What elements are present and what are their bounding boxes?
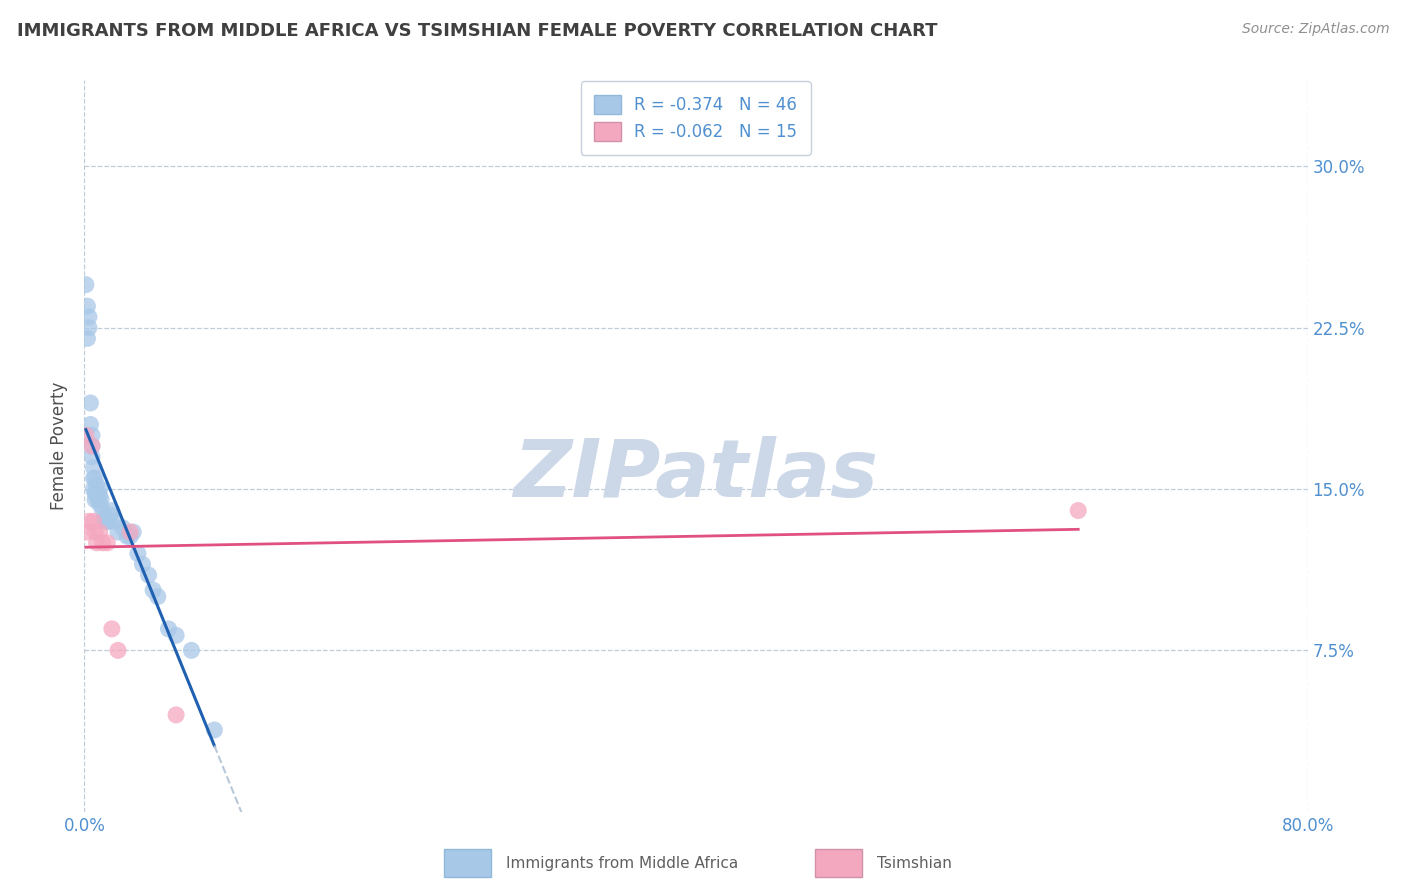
Point xyxy=(107,524,129,539)
Point xyxy=(76,299,98,313)
Point xyxy=(101,622,124,636)
Text: Source: ZipAtlas.com: Source: ZipAtlas.com xyxy=(1241,22,1389,37)
Point xyxy=(96,536,118,550)
Point xyxy=(76,524,98,539)
Point xyxy=(101,503,124,517)
Point xyxy=(142,583,165,598)
Point xyxy=(75,428,97,442)
Point xyxy=(87,486,110,500)
Point xyxy=(89,488,111,502)
Point xyxy=(127,547,149,561)
Point xyxy=(120,524,142,539)
Point xyxy=(91,503,114,517)
Point xyxy=(1067,503,1090,517)
Point xyxy=(90,492,112,507)
FancyBboxPatch shape xyxy=(815,849,862,877)
Y-axis label: Female Poverty: Female Poverty xyxy=(51,382,69,510)
Point xyxy=(80,439,103,453)
Point xyxy=(93,510,115,524)
Point xyxy=(79,396,101,410)
Text: Tsimshian: Tsimshian xyxy=(877,855,952,871)
Point xyxy=(83,471,105,485)
Point xyxy=(80,450,103,464)
Point xyxy=(115,529,138,543)
Point xyxy=(76,331,98,345)
Point xyxy=(97,514,120,528)
Point xyxy=(80,439,103,453)
Point xyxy=(80,428,103,442)
Point xyxy=(89,497,111,511)
Point xyxy=(202,723,225,737)
Point xyxy=(79,417,101,432)
Point xyxy=(89,524,111,539)
Text: ZIPatlas: ZIPatlas xyxy=(513,436,879,515)
Point xyxy=(77,514,100,528)
Point xyxy=(157,622,180,636)
Point xyxy=(83,482,105,496)
Text: IMMIGRANTS FROM MIDDLE AFRICA VS TSIMSHIAN FEMALE POVERTY CORRELATION CHART: IMMIGRANTS FROM MIDDLE AFRICA VS TSIMSHI… xyxy=(17,22,938,40)
Point xyxy=(84,486,107,500)
Point xyxy=(84,471,107,485)
Point xyxy=(83,514,105,528)
Legend: R = -0.374   N = 46, R = -0.062   N = 15: R = -0.374 N = 46, R = -0.062 N = 15 xyxy=(581,81,811,155)
Point xyxy=(75,277,97,292)
Point xyxy=(87,492,110,507)
Point xyxy=(98,508,121,522)
Point xyxy=(86,477,108,491)
Point xyxy=(83,460,105,475)
FancyBboxPatch shape xyxy=(444,849,491,877)
Point xyxy=(107,643,129,657)
Point xyxy=(84,524,107,539)
Point xyxy=(122,524,145,539)
Point xyxy=(89,482,111,496)
Point xyxy=(91,536,114,550)
Point xyxy=(111,521,134,535)
Point xyxy=(94,514,117,528)
Point xyxy=(84,492,107,507)
Point xyxy=(131,558,153,572)
Point xyxy=(120,529,142,543)
Point xyxy=(86,486,108,500)
Point xyxy=(146,590,169,604)
Point xyxy=(77,320,100,334)
Point xyxy=(104,514,127,528)
Point xyxy=(77,310,100,324)
Point xyxy=(165,707,187,722)
Point xyxy=(138,568,160,582)
Point xyxy=(180,643,202,657)
Point xyxy=(96,514,118,528)
Point xyxy=(165,628,187,642)
Text: Immigrants from Middle Africa: Immigrants from Middle Africa xyxy=(506,855,738,871)
Point xyxy=(86,536,108,550)
